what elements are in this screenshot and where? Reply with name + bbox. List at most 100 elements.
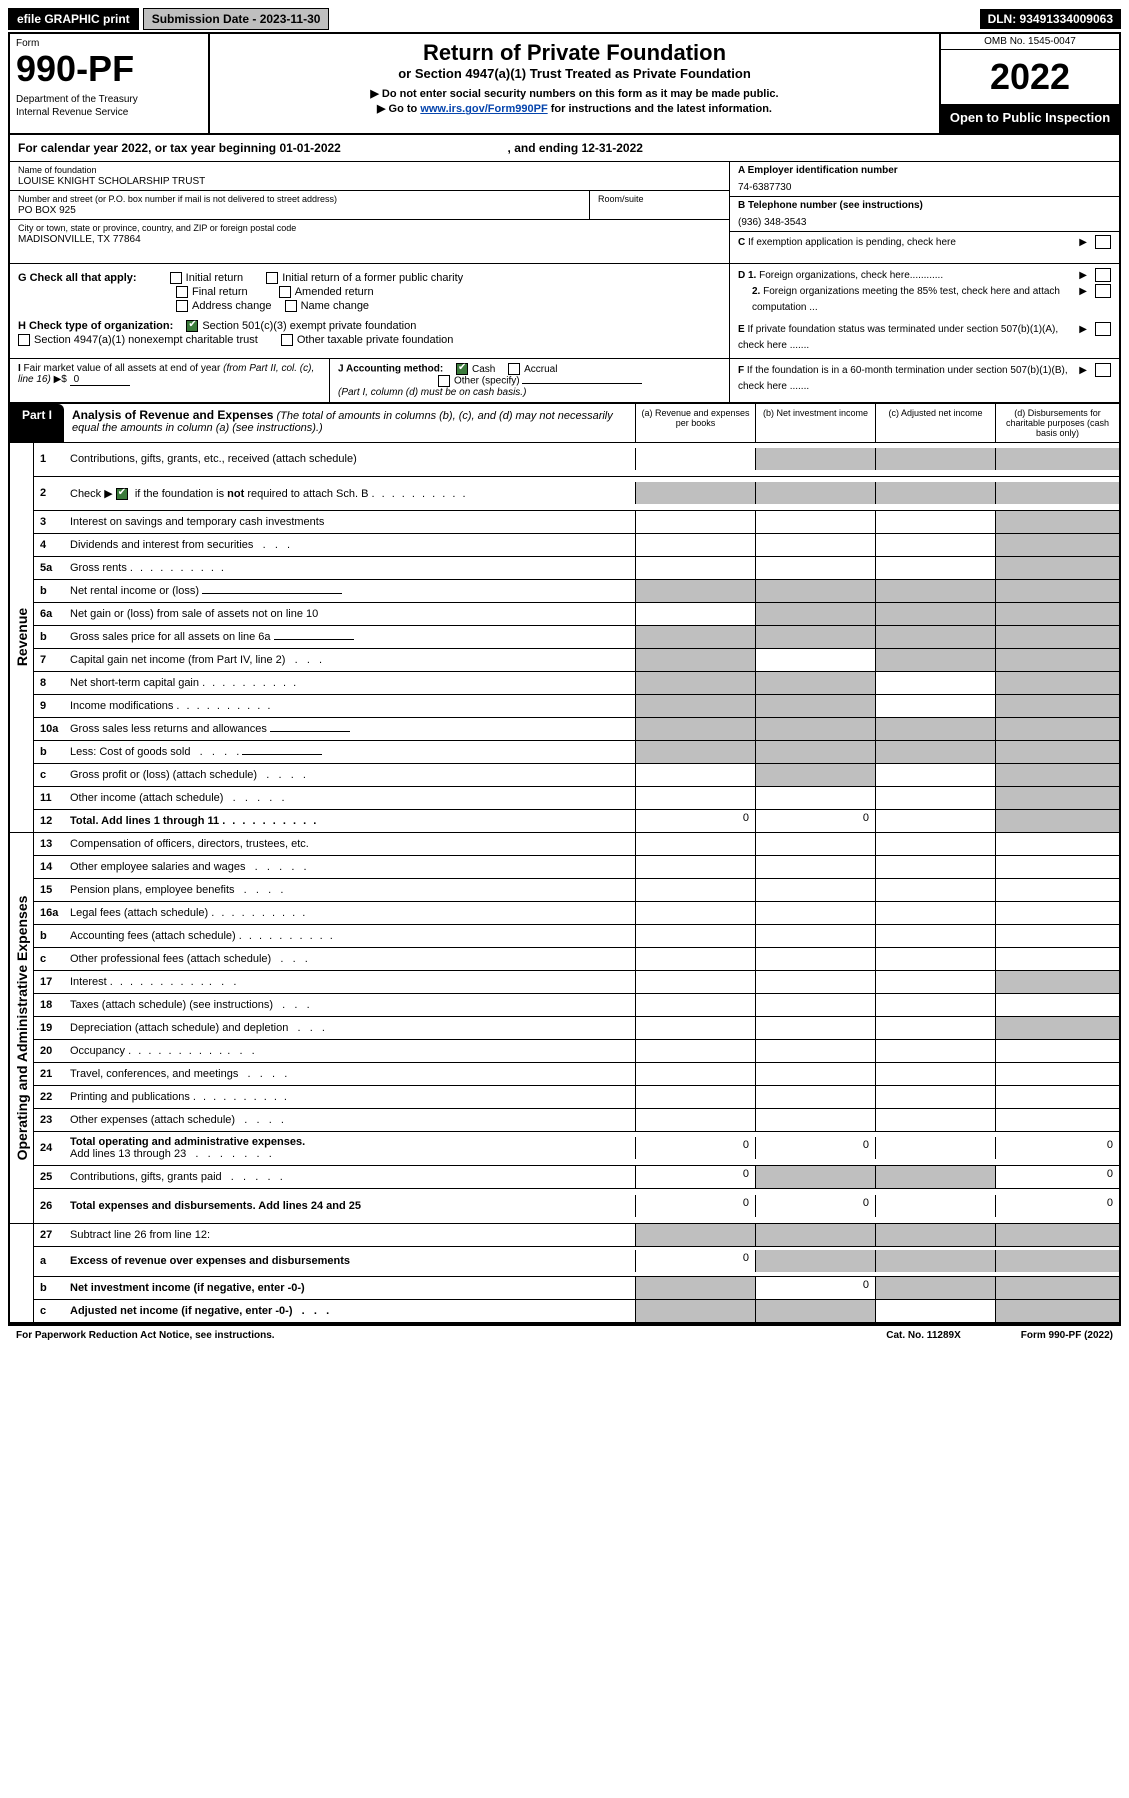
checkbox-name-change[interactable] [285,300,297,312]
line-16a: 16aLegal fees (attach schedule) [34,902,1119,925]
line-25: 25Contributions, gifts, grants paid . . … [34,1166,1119,1189]
col-header-a: (a) Revenue and expenses per books [635,404,755,442]
phone-cell: B Telephone number (see instructions) (9… [730,197,1119,232]
col-header-b: (b) Net investment income [755,404,875,442]
line-21: 21Travel, conferences, and meetings . . … [34,1063,1119,1086]
line-18: 18Taxes (attach schedule) (see instructi… [34,994,1119,1017]
line-27: 27Subtract line 26 from line 12: [34,1224,1119,1247]
expenses-side-label: Operating and Administrative Expenses [14,896,30,1161]
part1-header: Part I Analysis of Revenue and Expenses … [10,404,1119,443]
checkbox-501c3[interactable] [186,320,198,332]
form-subtitle: or Section 4947(a)(1) Trust Treated as P… [220,66,929,81]
line-27-block: 27Subtract line 26 from line 12: aExcess… [10,1224,1119,1324]
col-header-c: (c) Adjusted net income [875,404,995,442]
line-11: 11Other income (attach schedule) . . . .… [34,787,1119,810]
checkbox-initial[interactable] [170,272,182,284]
checkbox-f[interactable] [1095,363,1111,377]
checkbox-final[interactable] [176,286,188,298]
revenue-block: Revenue 1Contributions, gifts, grants, e… [10,443,1119,833]
checkbox-c[interactable] [1095,235,1111,249]
line-7: 7Capital gain net income (from Part IV, … [34,649,1119,672]
fmv-value: 0 [70,374,130,386]
calendar-year-line: For calendar year 2022, or tax year begi… [10,135,1119,162]
room-suite: Room/suite [589,191,729,219]
footer-form-ref: Form 990-PF (2022) [1021,1330,1113,1341]
address-row: Number and street (or P.O. box number if… [10,191,729,220]
line-20: 20Occupancy . . . [34,1040,1119,1063]
section-i-j-f: I Fair market value of all assets at end… [10,359,1119,404]
form-title-block: Return of Private Foundation or Section … [210,34,939,133]
page-footer: For Paperwork Reduction Act Notice, see … [8,1326,1121,1345]
checkbox-other-method[interactable] [438,375,450,387]
line-16b: bAccounting fees (attach schedule) [34,925,1119,948]
line-16c: cOther professional fees (attach schedul… [34,948,1119,971]
checkbox-amended[interactable] [279,286,291,298]
section-c: C If exemption application is pending, c… [730,232,1119,254]
part1-title: Analysis of Revenue and Expenses (The to… [64,404,635,442]
top-bar: efile GRAPHIC print Submission Date - 20… [8,8,1121,30]
submission-date-button[interactable]: Submission Date - 2023-11-30 [143,8,330,30]
foundation-info: Name of foundation LOUISE KNIGHT SCHOLAR… [10,162,1119,264]
line-26: 26Total expenses and disbursements. Add … [34,1189,1119,1223]
checkbox-accrual[interactable] [508,363,520,375]
open-public-badge: Open to Public Inspection [941,104,1119,133]
checkbox-d2[interactable] [1095,284,1111,298]
column-headers: (a) Revenue and expenses per books (b) N… [635,404,1119,442]
ein-cell: A Employer identification number 74-6387… [730,162,1119,197]
col-header-d: (d) Disbursements for charitable purpose… [995,404,1119,442]
line-27a: aExcess of revenue over expenses and dis… [34,1247,1119,1277]
part1-tab: Part I [10,404,64,442]
line-27c: cAdjusted net income (if negative, enter… [34,1300,1119,1322]
form-container: Form 990-PF Department of the Treasury I… [8,32,1121,1326]
checkbox-other-taxable[interactable] [281,334,293,346]
efile-button[interactable]: efile GRAPHIC print [8,8,139,30]
line-27b: bNet investment income (if negative, ent… [34,1277,1119,1300]
line-10a: 10aGross sales less returns and allowanc… [34,718,1119,741]
section-g: G Check all that apply: Initial return I… [18,272,721,284]
line-2: 2Check ▶ if the foundation is not requir… [34,477,1119,511]
line-12: 12Total. Add lines 1 through 11 00 [34,810,1119,832]
line-15: 15Pension plans, employee benefits . . .… [34,879,1119,902]
instr-line-1: ▶ Do not enter social security numbers o… [220,87,929,102]
tax-year: 2022 [941,50,1119,104]
form-header: Form 990-PF Department of the Treasury I… [10,34,1119,135]
foundation-name-cell: Name of foundation LOUISE KNIGHT SCHOLAR… [10,162,729,191]
checkbox-d1[interactable] [1095,268,1111,282]
checkbox-4947[interactable] [18,334,30,346]
line-10b: bLess: Cost of goods sold . . . . [34,741,1119,764]
revenue-side-label: Revenue [14,608,30,666]
line-22: 22Printing and publications [34,1086,1119,1109]
line-5a: 5aGross rents [34,557,1119,580]
section-i: I Fair market value of all assets at end… [10,359,330,402]
city-cell: City or town, state or province, country… [10,220,729,263]
checkbox-sch-b[interactable] [116,488,128,500]
line-10c: cGross profit or (loss) (attach schedule… [34,764,1119,787]
irs-link[interactable]: www.irs.gov/Form990PF [420,103,547,115]
line-19: 19Depreciation (attach schedule) and dep… [34,1017,1119,1040]
section-d-e: D 1. Foreign organizations, check here..… [729,264,1119,358]
line-8: 8Net short-term capital gain [34,672,1119,695]
checkbox-e[interactable] [1095,322,1111,336]
line-6b: bGross sales price for all assets on lin… [34,626,1119,649]
form-id-block: Form 990-PF Department of the Treasury I… [10,34,210,133]
section-h: H Check type of organization: Section 50… [18,320,721,332]
line-9: 9Income modifications [34,695,1119,718]
dln-label: DLN: 93491334009063 [980,9,1121,29]
line-23: 23Other expenses (attach schedule) . . .… [34,1109,1119,1132]
section-j: J Accounting method: Cash Accrual Other … [330,359,729,402]
section-g-h-d-e: G Check all that apply: Initial return I… [10,264,1119,359]
line-13: 13Compensation of officers, directors, t… [34,833,1119,856]
line-6a: 6aNet gain or (loss) from sale of assets… [34,603,1119,626]
instr-line-2: ▶ Go to www.irs.gov/Form990PF for instru… [220,102,929,117]
expenses-block: Operating and Administrative Expenses 13… [10,833,1119,1224]
form-number: 990-PF [16,51,202,87]
checkbox-addr-change[interactable] [176,300,188,312]
form-title: Return of Private Foundation [220,40,929,66]
line-24: 24Total operating and administrative exp… [34,1132,1119,1166]
form-year-block: OMB No. 1545-0047 2022 Open to Public In… [939,34,1119,133]
dept-treasury: Department of the Treasury [16,93,202,106]
footer-left: For Paperwork Reduction Act Notice, see … [16,1330,275,1341]
checkbox-initial-former[interactable] [266,272,278,284]
line-17: 17Interest . . . [34,971,1119,994]
checkbox-cash[interactable] [456,363,468,375]
